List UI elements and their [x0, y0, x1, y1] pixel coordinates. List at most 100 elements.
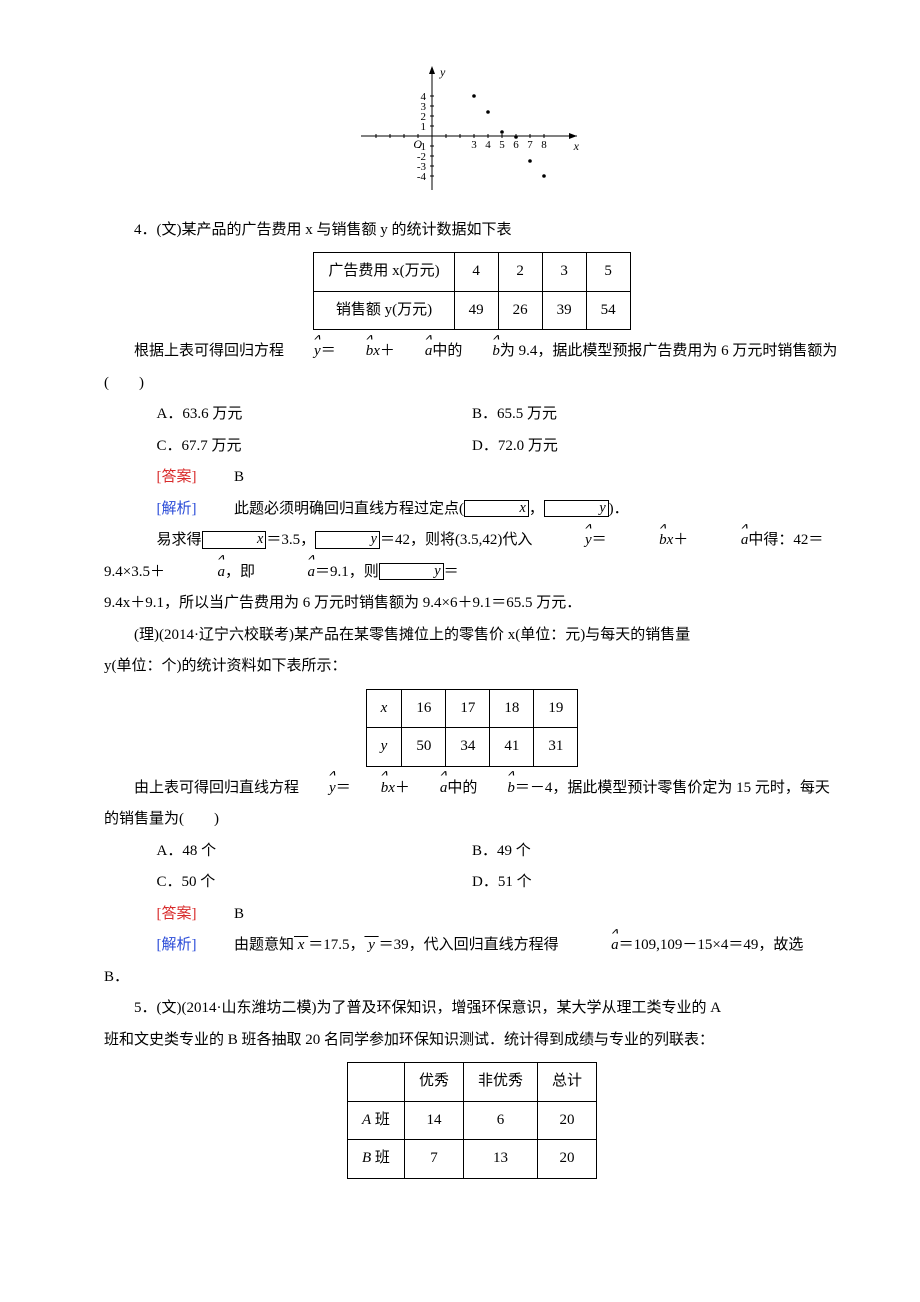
x: x [388, 780, 395, 796]
scatter-chart: 3456781234-1-2-3-4Oxy [104, 64, 840, 207]
txt: 此题必须明确回归直线方程过定点( [234, 501, 464, 517]
svg-text:5: 5 [499, 139, 505, 151]
answer-value: B [234, 469, 244, 485]
q5-table-wrap: 优秀非优秀总计A 班14620B 班71320 [104, 1062, 840, 1179]
txt: 为 9.4，据此模型预报广告费用为 6 万元时销售额为 [500, 343, 838, 359]
eq: ＝ [321, 343, 336, 359]
q4-optD: D．72.0 万元 [472, 431, 840, 463]
q4-table1-wrap: 广告费用 x(万元)4235销售额 y(万元)49263954 [104, 252, 840, 330]
q4-wen-line2: 根据上表可得回归方程y＝bx＋a中的b为 9.4，据此模型预报广告费用为 6 万… [104, 336, 840, 368]
q4li-optC: C．50 个 [104, 867, 472, 899]
ybox-icon: y [315, 531, 380, 549]
plus: ＋ [380, 343, 395, 359]
ahat-icon: a [165, 557, 225, 589]
q4-optA: A．63.6 万元 [104, 399, 472, 431]
txt: ＝42，则将(3.5,42)代入 [380, 532, 533, 548]
q4-table2-wrap: x16171819y50344131 [104, 689, 840, 767]
ahat-icon: a [410, 773, 448, 805]
svg-text:8: 8 [541, 139, 547, 151]
q4-paren: ( ) [104, 368, 840, 400]
q4-li-line2: 由上表可得回归直线方程y＝bx＋a中的b＝－4，据此模型预计零售价定为 15 元… [104, 773, 840, 805]
ybar-icon: y [364, 937, 378, 953]
bhat-icon: b [462, 336, 500, 368]
txt: ＝109,109－15×4＝49，故选 [619, 937, 804, 953]
svg-text:O: O [413, 137, 422, 151]
bhat-icon: b [607, 525, 667, 557]
q5-table: 优秀非优秀总计A 班14620B 班71320 [347, 1062, 597, 1179]
txt: 中的 [432, 343, 462, 359]
txt: ＝39，代入回归直线方程得 [379, 937, 559, 953]
q4-table2: x16171819y50344131 [366, 689, 579, 767]
svg-text:-4: -4 [417, 171, 427, 183]
ybox-icon: y [544, 500, 609, 518]
bhat-icon: b [336, 336, 374, 368]
q4li-exp: [解析] 由题意知 x ＝17.5， y ＝39，代入回归直线方程得a＝109,1… [104, 930, 840, 962]
scatter-svg: 3456781234-1-2-3-4Oxy [357, 64, 587, 194]
svg-text:3: 3 [471, 139, 477, 151]
eq: ＝ [592, 532, 607, 548]
plus: ＋ [673, 532, 688, 548]
txt: 中的 [447, 780, 477, 796]
q4li-answer: [答案] B [104, 899, 840, 931]
q4-exp2: 易求得x＝3.5，y＝42，则将(3.5,42)代入y＝bx＋a中得：42＝9.… [104, 525, 840, 588]
q4-opts-row1: A．63.6 万元 B．65.5 万元 [104, 399, 840, 431]
yhat-icon: y [284, 336, 321, 368]
xbar-icon: x [294, 937, 308, 953]
xbox-icon: x [464, 500, 529, 518]
svg-text:x: x [573, 139, 580, 153]
txt: 由题意知 [234, 937, 294, 953]
txt: ＝9.1，则 [315, 564, 379, 580]
q4-optB: B．65.5 万元 [472, 399, 840, 431]
yhat-icon: y [532, 525, 591, 557]
txt: 易求得 [157, 532, 202, 548]
yhat-icon: y [299, 773, 336, 805]
q4-answer: [答案] B [104, 462, 840, 494]
txt: ， [529, 501, 544, 517]
svg-text:6: 6 [513, 139, 519, 151]
q4li-opts-row2: C．50 个 D．51 个 [104, 867, 840, 899]
q4-opts-row2: C．67.7 万元 D．72.0 万元 [104, 431, 840, 463]
txt: )． [609, 501, 629, 517]
svg-text:7: 7 [527, 139, 533, 151]
answer-label: [答案] [157, 469, 197, 485]
q4-wen-stem: 4．(文)某产品的广告费用 x 与销售额 y 的统计数据如下表 [104, 215, 840, 247]
ahat-icon: a [395, 336, 433, 368]
q4-li-line3: 的销售量为( ) [104, 804, 840, 836]
txt: ＝17.5， [308, 937, 364, 953]
q4-optC: C．67.7 万元 [104, 431, 472, 463]
exp-label: [解析] [157, 937, 197, 953]
txt: ＝3.5， [266, 532, 315, 548]
x: x [373, 343, 380, 359]
ahat-icon: a [559, 930, 619, 962]
txt: ＝ [444, 564, 459, 580]
q4-li-stem1: (理)(2014·辽宁六校联考)某产品在某零售摊位上的零售价 x(单位：元)与每… [104, 620, 840, 652]
q4-exp3: 9.4x＋9.1，所以当广告费用为 6 万元时销售额为 9.4×6＋9.1＝65… [104, 588, 840, 620]
txt: ＝－4，据此模型预计零售价定为 15 元时，每天 [515, 780, 830, 796]
q4-li-stem2: y(单位：个)的统计资料如下表所示： [104, 651, 840, 683]
xbox-icon: x [202, 531, 267, 549]
txt: 由上表可得回归直线方程 [134, 780, 299, 796]
ahat-icon: a [688, 525, 748, 557]
svg-text:4: 4 [421, 91, 427, 103]
q4li-optD: D．51 个 [472, 867, 840, 899]
q4li-opts-row1: A．48 个 B．49 个 [104, 836, 840, 868]
exp-label: [解析] [157, 501, 197, 517]
ybox-icon: y [379, 563, 444, 581]
bhat-icon: b [477, 773, 515, 805]
q4li-exp-end: B． [104, 962, 840, 994]
svg-text:y: y [439, 65, 446, 79]
svg-text:4: 4 [485, 139, 491, 151]
ahat-icon: a [255, 557, 315, 589]
q5-stem1: 5．(文)(2014·山东潍坊二模)为了普及环保知识，增强环保意识，某大学从理工… [104, 993, 840, 1025]
bhat-icon: b [351, 773, 389, 805]
q4li-optA: A．48 个 [104, 836, 472, 868]
txt: ，即 [225, 564, 255, 580]
answer-value: B [234, 906, 244, 922]
q4li-optB: B．49 个 [472, 836, 840, 868]
q4-table1: 广告费用 x(万元)4235销售额 y(万元)49263954 [313, 252, 630, 330]
answer-label: [答案] [157, 906, 197, 922]
q5-stem2: 班和文史类专业的 B 班各抽取 20 名同学参加环保知识测试．统计得到成绩与专业… [104, 1025, 840, 1057]
txt: 根据上表可得回归方程 [134, 343, 284, 359]
eq: ＝ [336, 780, 351, 796]
plus: ＋ [395, 780, 410, 796]
